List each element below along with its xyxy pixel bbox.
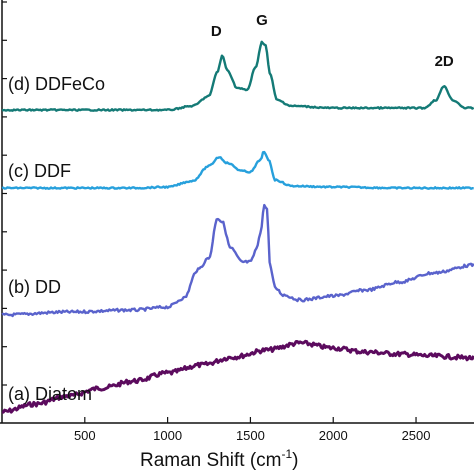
series-label-1: (a) Diatom <box>8 384 92 404</box>
series-label-2: (b) DD <box>8 277 61 297</box>
series-line-3 <box>1 150 474 190</box>
y-axis-ticks <box>2 1 7 386</box>
plot-frame <box>0 0 474 424</box>
x-axis-ticks: 500 1000 1500 2000 2500 <box>74 417 431 443</box>
series-lines <box>1 40 474 414</box>
peak-labels: D G 2D <box>211 12 454 70</box>
series-line-2 <box>1 203 474 318</box>
x-axis-title: Raman Shift (cm-1) <box>140 447 298 471</box>
series-label-3: (c) DDF <box>8 161 71 181</box>
series-line-1 <box>1 339 474 414</box>
series-label-4: (d) DDFeCo <box>8 74 105 94</box>
x-tick-label: 2000 <box>319 428 348 443</box>
x-axis-title-superscript: -1 <box>281 447 292 461</box>
x-axis-title-close: ) <box>292 450 298 471</box>
peak-label: G <box>256 12 268 29</box>
peak-label: 2D <box>435 53 454 70</box>
series-labels: (a) Diatom (b) DD (c) DDF (d) DDFeCo <box>8 74 105 404</box>
x-tick-label: 1000 <box>153 428 182 443</box>
x-tick-label: 2500 <box>402 428 431 443</box>
series-line-4 <box>1 40 474 112</box>
x-tick-label: 500 <box>74 428 96 443</box>
x-tick-label: 1500 <box>236 428 265 443</box>
peak-label: D <box>211 23 222 40</box>
x-axis-title-main: Raman Shift (cm <box>140 450 281 471</box>
